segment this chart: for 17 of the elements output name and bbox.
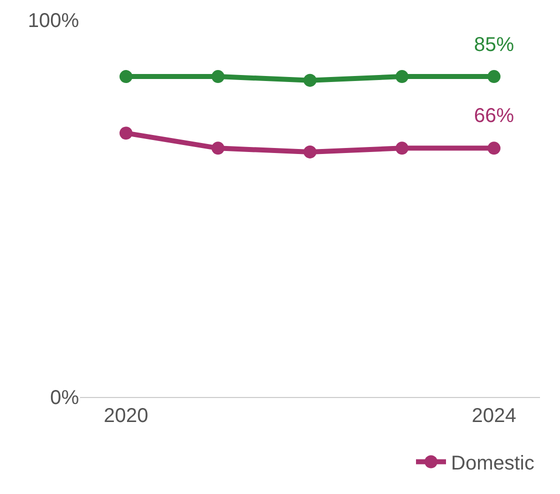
point (304, 145, 316, 158)
data-label: 85% (474, 34, 514, 56)
x-tick-label: 2020 (104, 405, 148, 427)
legend-label: Domestic (451, 452, 534, 475)
point (488, 70, 500, 84)
point (304, 74, 316, 87)
data-label: 66% (474, 105, 514, 127)
point (396, 70, 408, 84)
point (488, 142, 500, 155)
point (212, 70, 224, 84)
point (120, 126, 132, 140)
x-tick-label: 2024 (472, 405, 516, 427)
point (120, 70, 132, 84)
y-tick-label: 100% (28, 10, 80, 32)
point (212, 142, 224, 155)
y-tick-label: 0% (50, 387, 80, 409)
point (396, 142, 408, 155)
